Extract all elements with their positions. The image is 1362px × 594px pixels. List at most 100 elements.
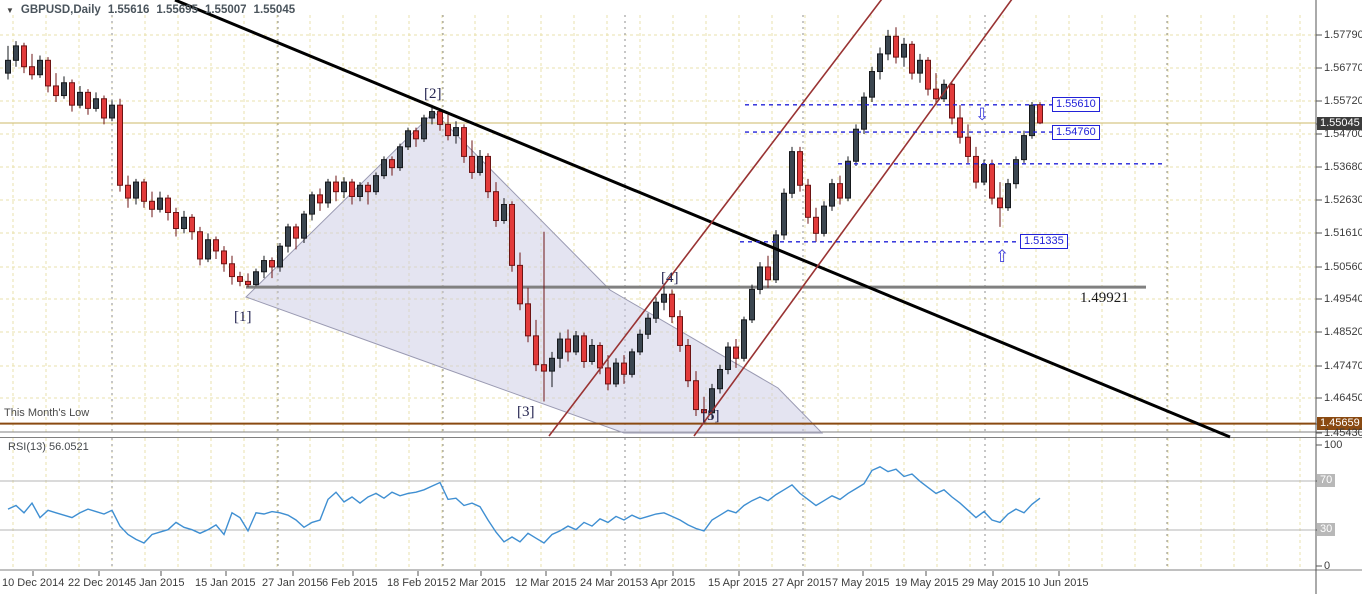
candle: [437, 111, 443, 125]
candle: [677, 316, 683, 346]
price-level-label[interactable]: 1.51335: [1020, 234, 1068, 250]
candle: [581, 335, 587, 362]
price-axis-label: 1.48520: [1324, 326, 1362, 338]
candle: [109, 104, 115, 119]
candle: [477, 155, 483, 173]
candle: [13, 45, 19, 61]
candle: [229, 263, 235, 278]
candle: [389, 159, 395, 169]
candle: [773, 234, 779, 281]
candle: [469, 155, 475, 173]
text-annotation[interactable]: This Month's Low: [4, 407, 90, 419]
candle: [213, 239, 219, 252]
candle: [381, 159, 387, 177]
candle: [1021, 135, 1027, 161]
candle: [21, 45, 27, 68]
date-axis-label: 10 Dec 2014: [2, 577, 65, 589]
rising-channel-left[interactable]: [548, 0, 885, 437]
price-axis-label: 1.52630: [1324, 194, 1362, 206]
candle: [901, 43, 907, 58]
candle: [917, 59, 923, 74]
ohlc-low: 1.55007: [204, 4, 247, 16]
candle: [165, 197, 171, 214]
candle: [1013, 159, 1019, 185]
candle: [269, 260, 275, 268]
candle: [261, 260, 267, 273]
symbol-period: GBPUSD,Daily: [20, 4, 101, 16]
candle: [221, 250, 227, 265]
candle: [621, 362, 627, 375]
current-price-badge: 1.55045: [1317, 117, 1362, 130]
candle: [549, 357, 555, 372]
wedge-pattern: [245, 111, 824, 434]
candle: [189, 216, 195, 233]
wave-label[interactable]: [5]: [702, 408, 720, 424]
candle: [557, 338, 563, 359]
candle: [589, 344, 595, 362]
candle: [813, 216, 819, 234]
candle: [757, 266, 763, 290]
price-axis-label: 100: [1324, 439, 1343, 451]
candle: [301, 213, 307, 239]
candle: [805, 184, 811, 218]
price-axis-label: 1.47470: [1324, 360, 1362, 372]
down-arrow-icon[interactable]: ⇩: [975, 105, 990, 124]
candle: [373, 175, 379, 193]
candle: [293, 226, 299, 239]
candle: [781, 192, 787, 236]
date-axis-label: 15 Apr 2015: [708, 577, 768, 589]
candle: [141, 181, 147, 202]
rsi-line: [7, 466, 1041, 544]
candle: [1005, 183, 1011, 209]
wave-label[interactable]: [3]: [517, 404, 535, 420]
candle: [493, 191, 499, 222]
candle: [725, 346, 731, 370]
candle: [485, 155, 491, 193]
candle: [125, 184, 131, 199]
candle: [53, 85, 59, 97]
candle: [861, 96, 867, 130]
price-axis-label: 1.45430: [1324, 427, 1362, 439]
ohlc-high: 1.55695: [156, 4, 198, 16]
price-axis-label: 1.54700: [1324, 128, 1362, 140]
candle: [85, 91, 91, 109]
descending-resistance[interactable]: [174, 0, 1231, 439]
date-axis-label: 27 Jan 2015: [262, 577, 323, 589]
candle: [565, 338, 571, 353]
candle: [413, 130, 419, 140]
rsi-level-badge: 30: [1317, 523, 1336, 536]
rising-channel-right[interactable]: [693, 0, 1015, 437]
candle: [509, 203, 515, 266]
candle: [869, 71, 875, 98]
candle: [309, 194, 315, 215]
candle: [877, 53, 883, 73]
date-axis-label: 7 May 2015: [832, 577, 890, 589]
candle: [845, 160, 851, 199]
candle: [613, 362, 619, 385]
candle: [349, 181, 355, 197]
candle: [933, 88, 939, 100]
candle: [965, 136, 971, 157]
date-axis-label: 5 Jan 2015: [130, 577, 185, 589]
candle: [669, 293, 675, 318]
candle: [629, 351, 635, 375]
candle: [925, 59, 931, 90]
candle: [357, 184, 363, 197]
candle: [533, 335, 539, 366]
chart-dropdown-icon[interactable]: ▼: [6, 6, 14, 15]
candle: [525, 303, 531, 337]
wave-label[interactable]: [1]: [234, 309, 252, 325]
price-level-label[interactable]: 1.55610: [1052, 97, 1100, 113]
candle: [733, 346, 739, 359]
price-axis-label: 0: [1324, 560, 1331, 572]
wave-label[interactable]: [4]: [661, 270, 679, 286]
candle: [853, 128, 859, 162]
text-annotation[interactable]: 1.49921: [1080, 290, 1129, 306]
candle: [93, 98, 99, 109]
wave-label[interactable]: [2]: [424, 86, 442, 102]
candle: [461, 127, 467, 157]
up-arrow-icon[interactable]: ⇧: [995, 247, 1010, 266]
price-level-label[interactable]: 1.54760: [1052, 124, 1100, 140]
candle: [981, 163, 987, 183]
